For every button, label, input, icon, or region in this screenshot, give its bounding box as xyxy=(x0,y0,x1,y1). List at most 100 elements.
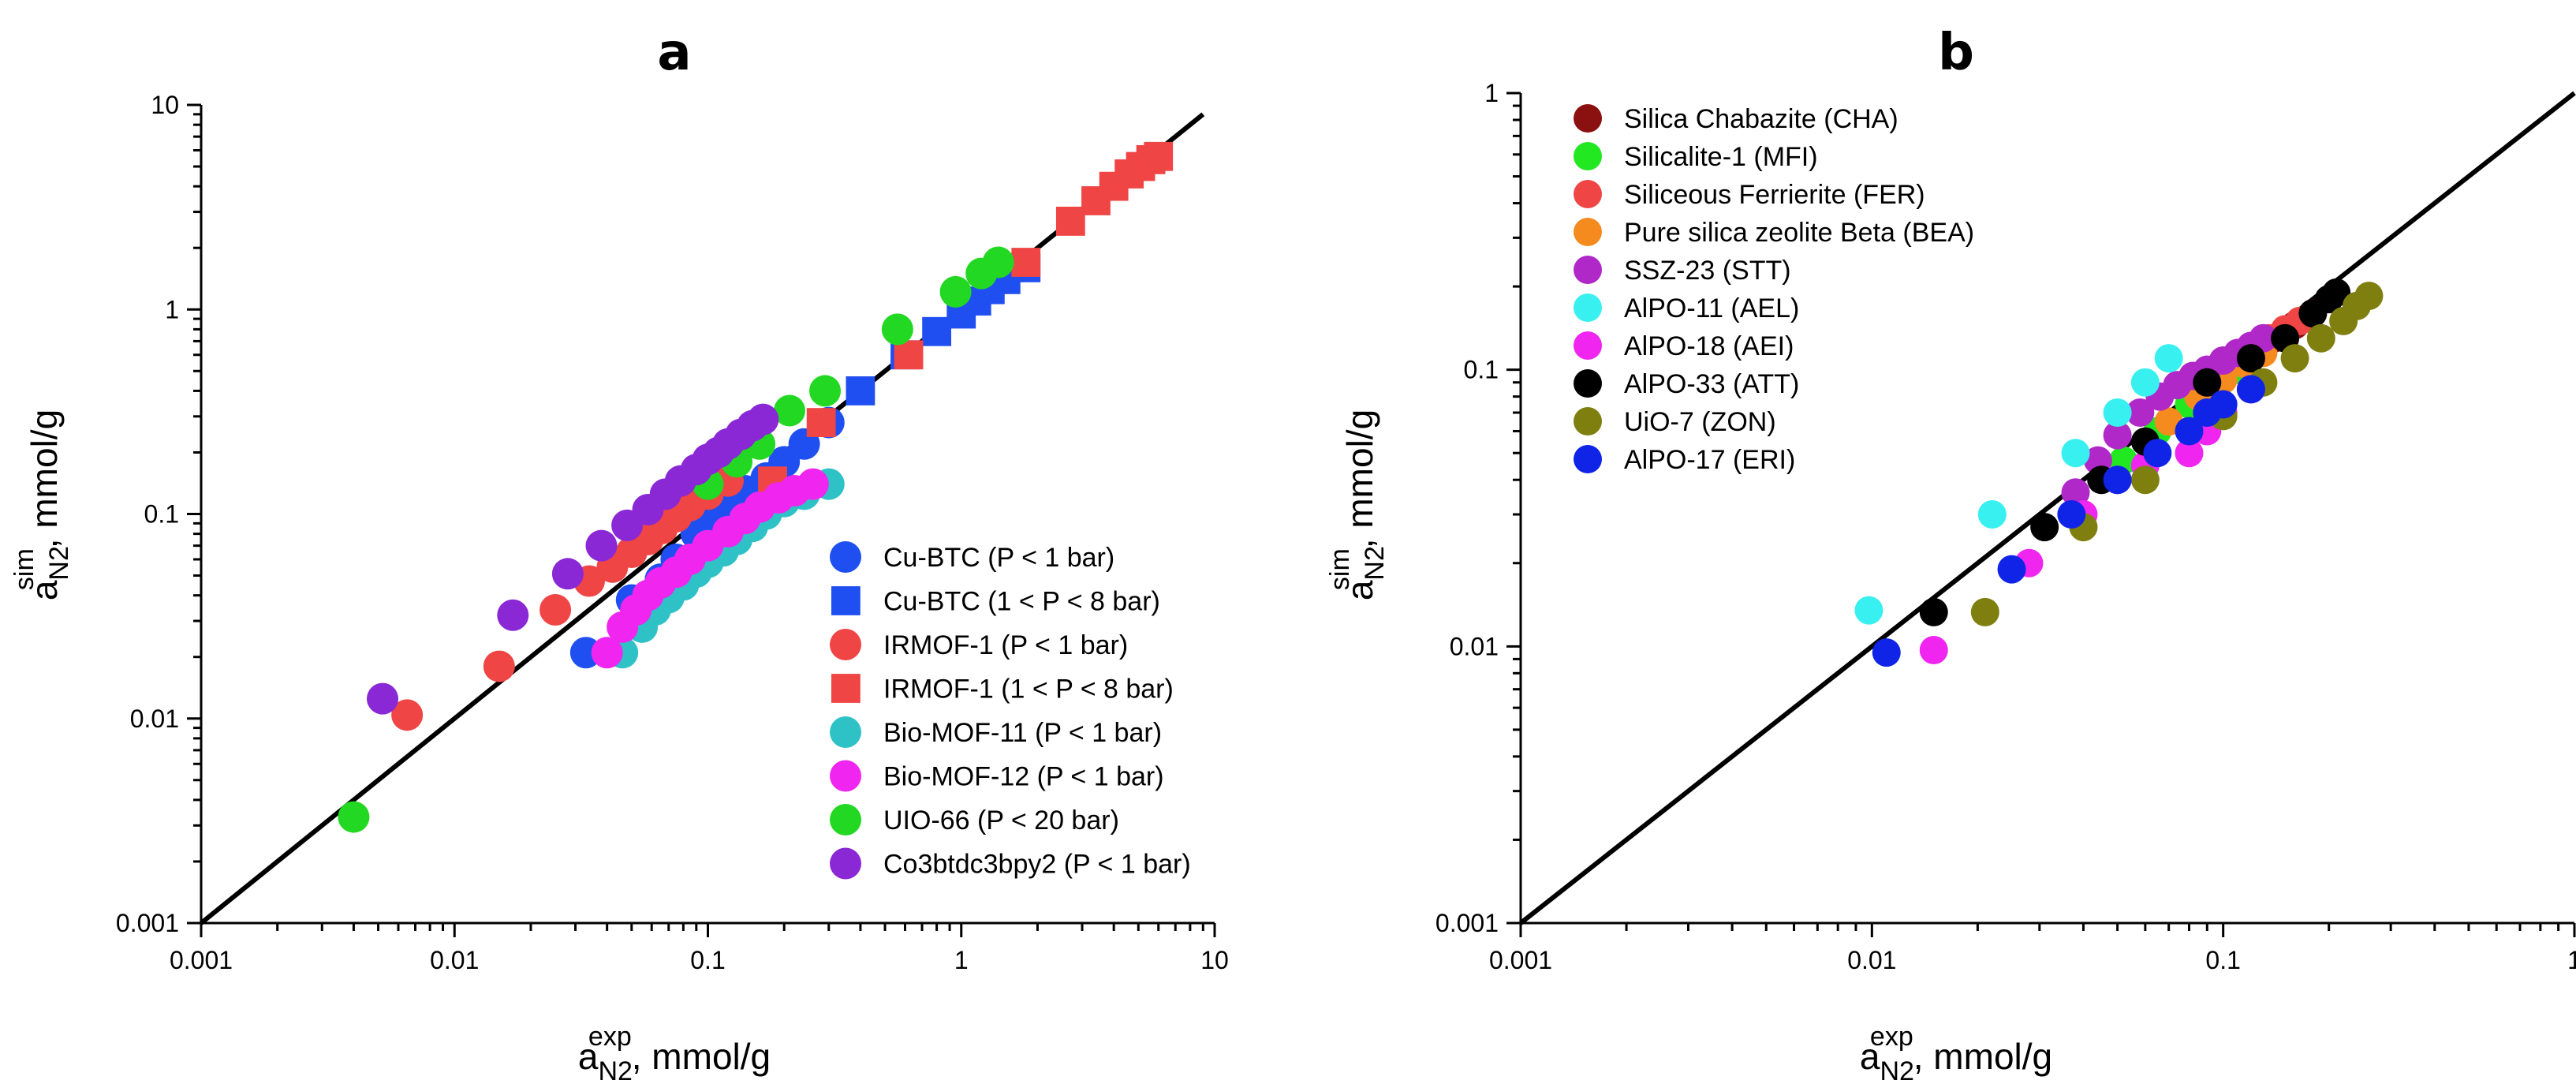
x-axis-title-superscript: exp xyxy=(588,1022,632,1052)
legend-marker-square xyxy=(831,586,861,615)
x-axis-title-base: a xyxy=(578,1036,599,1077)
legend-label: UiO-7 (ZON) xyxy=(1624,407,1776,437)
y-tick-label: 1 xyxy=(1484,79,1499,107)
data-point xyxy=(2175,439,2204,468)
data-point xyxy=(1970,597,1999,626)
y-tick-label: 0.001 xyxy=(1435,909,1499,937)
y-axis-title-unit: , mmol/g xyxy=(24,409,65,548)
y-axis-title-unit: , mmol/g xyxy=(1339,409,1380,548)
data-point xyxy=(2061,478,2090,507)
series-co3btdc3bpy2-p-1-bar- xyxy=(367,403,779,715)
data-point xyxy=(881,313,913,346)
data-point xyxy=(391,699,424,731)
legend-marker xyxy=(1574,104,1602,133)
x-axis-title-superscript: exp xyxy=(1870,1022,1913,1052)
data-point xyxy=(2175,417,2204,446)
x-tick-label: 0.001 xyxy=(170,946,233,974)
x-axis-title-subscript: N2 xyxy=(598,1056,632,1084)
y-tick-label: 1 xyxy=(165,295,179,323)
data-point xyxy=(551,558,584,590)
legend-label: Silica Chabazite (CHA) xyxy=(1624,104,1898,134)
legend-label: AlPO-11 (AEL) xyxy=(1624,293,1799,323)
y-tick-label: 0.01 xyxy=(1450,632,1499,660)
x-axis-title-subscript: N2 xyxy=(1880,1056,1913,1084)
data-point xyxy=(1997,555,2026,584)
y-axis-title-panel-a: aN2sim, mmol/g xyxy=(9,409,74,600)
y-axis-title-superscript: sim xyxy=(1325,548,1355,590)
legend-marker xyxy=(830,804,861,835)
legend-marker xyxy=(830,629,861,660)
data-point xyxy=(2130,368,2160,397)
series-alpo-17-eri- xyxy=(1872,375,2265,667)
legend-marker xyxy=(1574,369,1602,398)
legend-label: Cu-BTC (1 < P < 8 bar) xyxy=(883,587,1160,617)
data-point-square xyxy=(894,340,924,370)
data-point xyxy=(2143,439,2172,468)
legend-label: Siliceous Ferrierite (FER) xyxy=(1624,180,1925,210)
data-point-square xyxy=(1011,248,1041,277)
data-point xyxy=(2236,344,2265,373)
x-tick-label: 0.1 xyxy=(690,946,725,974)
x-tick-label: 0.01 xyxy=(1847,946,1896,974)
legend-label: IRMOF-1 (P < 1 bar) xyxy=(883,630,1128,660)
data-point xyxy=(982,246,1014,278)
data-point xyxy=(809,375,842,407)
legend-panel-b: Silica Chabazite (CHA) Silicalite-1 (MFI)… xyxy=(1574,104,1974,475)
x-tick-label: 1 xyxy=(954,946,969,974)
data-point xyxy=(2354,281,2384,310)
y-axis-title-base: a xyxy=(1339,580,1380,600)
x-tick-label: 0.01 xyxy=(430,946,479,974)
data-point xyxy=(483,650,515,682)
x-tick-label: 1 xyxy=(2567,946,2576,974)
data-point xyxy=(585,529,618,562)
data-point xyxy=(2193,368,2222,397)
legend-label: AlPO-33 (ATT) xyxy=(1624,369,1799,399)
legend-label: Bio-MOF-11 (P < 1 bar) xyxy=(883,718,1162,748)
legend-label: UIO-66 (P < 20 bar) xyxy=(883,806,1119,835)
data-point xyxy=(367,682,399,715)
legend-marker xyxy=(830,847,861,880)
x-tick-label: 0.001 xyxy=(1489,946,1552,974)
data-point xyxy=(539,593,572,626)
data-point-square xyxy=(922,316,952,346)
x-axis-title-base: a xyxy=(1860,1036,1880,1077)
data-point xyxy=(2103,465,2132,495)
x-tick-label: 0.1 xyxy=(2205,946,2240,974)
legend-marker-square xyxy=(831,674,861,703)
data-point xyxy=(1872,638,1901,667)
legend-label: IRMOF-1 (1 < P < 8 bar) xyxy=(883,675,1174,705)
data-point xyxy=(497,599,529,631)
legend-marker xyxy=(830,716,861,748)
legend-marker xyxy=(1574,293,1602,322)
data-point xyxy=(2103,398,2132,427)
legend-label: Silicalite-1 (MFI) xyxy=(1624,142,1818,172)
legend-marker xyxy=(830,541,861,573)
data-point xyxy=(2130,465,2160,495)
data-point xyxy=(2306,323,2335,353)
data-point xyxy=(2208,390,2238,419)
data-point xyxy=(2057,500,2086,529)
panel-a-label: a xyxy=(657,24,691,82)
data-point xyxy=(747,403,779,435)
y-axis-title-subscript: N2 xyxy=(1360,546,1390,580)
panel-a: a 0.001 0.01 0.1 1 10 0.001 0.01 0.1 1 10 Cu-BTC… xyxy=(9,24,1229,1084)
data-point xyxy=(1919,597,1948,626)
legend-marker xyxy=(1574,407,1602,435)
data-point xyxy=(939,275,972,308)
data-point xyxy=(2126,398,2155,427)
panel-b-label: b xyxy=(1938,24,1974,82)
y-axis-title-base: a xyxy=(24,580,65,600)
data-point-square xyxy=(806,408,836,437)
y-tick-label: 10 xyxy=(151,91,179,119)
x-axis-title-panel-a: aN2 exp, mmol/g xyxy=(578,1022,771,1084)
data-point xyxy=(2322,278,2351,307)
series-bio-mof-12-p-1-bar- xyxy=(591,468,829,669)
data-point xyxy=(774,394,806,427)
data-point xyxy=(2280,344,2309,373)
legend-label: Cu-BTC (P < 1 bar) xyxy=(883,543,1114,573)
legend-label: AlPO-17 (ERI) xyxy=(1624,445,1795,475)
legend-marker xyxy=(1574,445,1602,473)
x-tick-label: 10 xyxy=(1200,946,1229,974)
